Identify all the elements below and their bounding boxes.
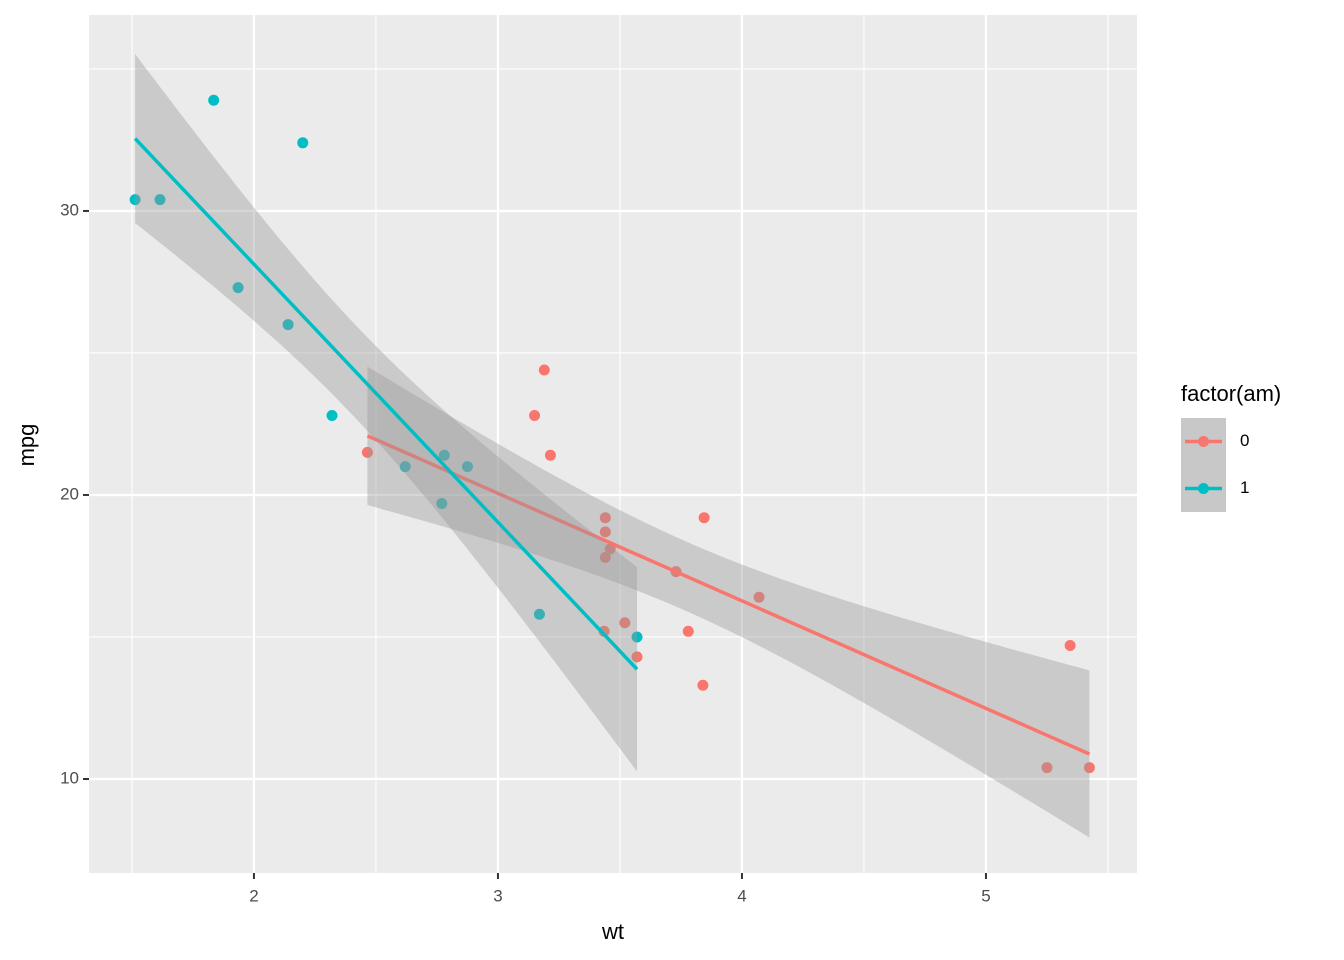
point — [682, 625, 694, 637]
point — [544, 449, 556, 461]
x-tick-label: 5 — [981, 886, 990, 905]
point — [599, 526, 611, 538]
confidence-band — [135, 54, 638, 772]
y-tick-label: 30 — [60, 200, 79, 219]
confidence-band — [367, 366, 1090, 838]
point — [1083, 762, 1095, 774]
point — [619, 617, 631, 629]
grid — [89, 15, 1137, 873]
point — [533, 608, 545, 620]
point — [631, 651, 643, 663]
point — [326, 409, 338, 421]
point — [399, 461, 411, 473]
point — [697, 679, 709, 691]
axes: 2 3 4 5 10 20 30 — [60, 200, 991, 905]
point — [461, 461, 473, 473]
legend-title: factor(am) — [1181, 381, 1281, 406]
fit-line — [366, 434, 1091, 756]
legend: factor(am) 0 1 — [1181, 381, 1281, 512]
y-tick-label: 10 — [60, 768, 79, 787]
y-axis-label: mpg — [14, 424, 39, 467]
point — [529, 409, 541, 421]
point — [438, 449, 450, 461]
x-axis-label: wt — [601, 919, 624, 944]
point — [1041, 762, 1053, 774]
x-tick-label: 4 — [737, 886, 746, 905]
point — [698, 512, 710, 524]
point — [599, 551, 611, 563]
point — [631, 631, 643, 643]
point — [1064, 640, 1076, 652]
point — [604, 543, 616, 555]
y-tick-label: 20 — [60, 484, 79, 503]
panel — [89, 15, 1137, 873]
point — [436, 498, 448, 510]
point — [361, 446, 373, 458]
legend-label: 0 — [1240, 431, 1249, 450]
legend-label: 1 — [1240, 478, 1249, 497]
fit-line — [133, 137, 639, 671]
point — [154, 194, 166, 206]
point — [208, 94, 220, 106]
point — [282, 319, 294, 331]
point — [599, 512, 611, 524]
point — [129, 194, 141, 206]
point — [297, 137, 309, 149]
point — [753, 591, 765, 603]
point — [232, 282, 244, 294]
legend-point — [1198, 483, 1209, 494]
legend-point — [1198, 436, 1209, 447]
marks — [129, 54, 1095, 838]
x-tick-label: 2 — [249, 886, 258, 905]
point — [538, 364, 550, 376]
x-tick-label: 3 — [493, 886, 502, 905]
